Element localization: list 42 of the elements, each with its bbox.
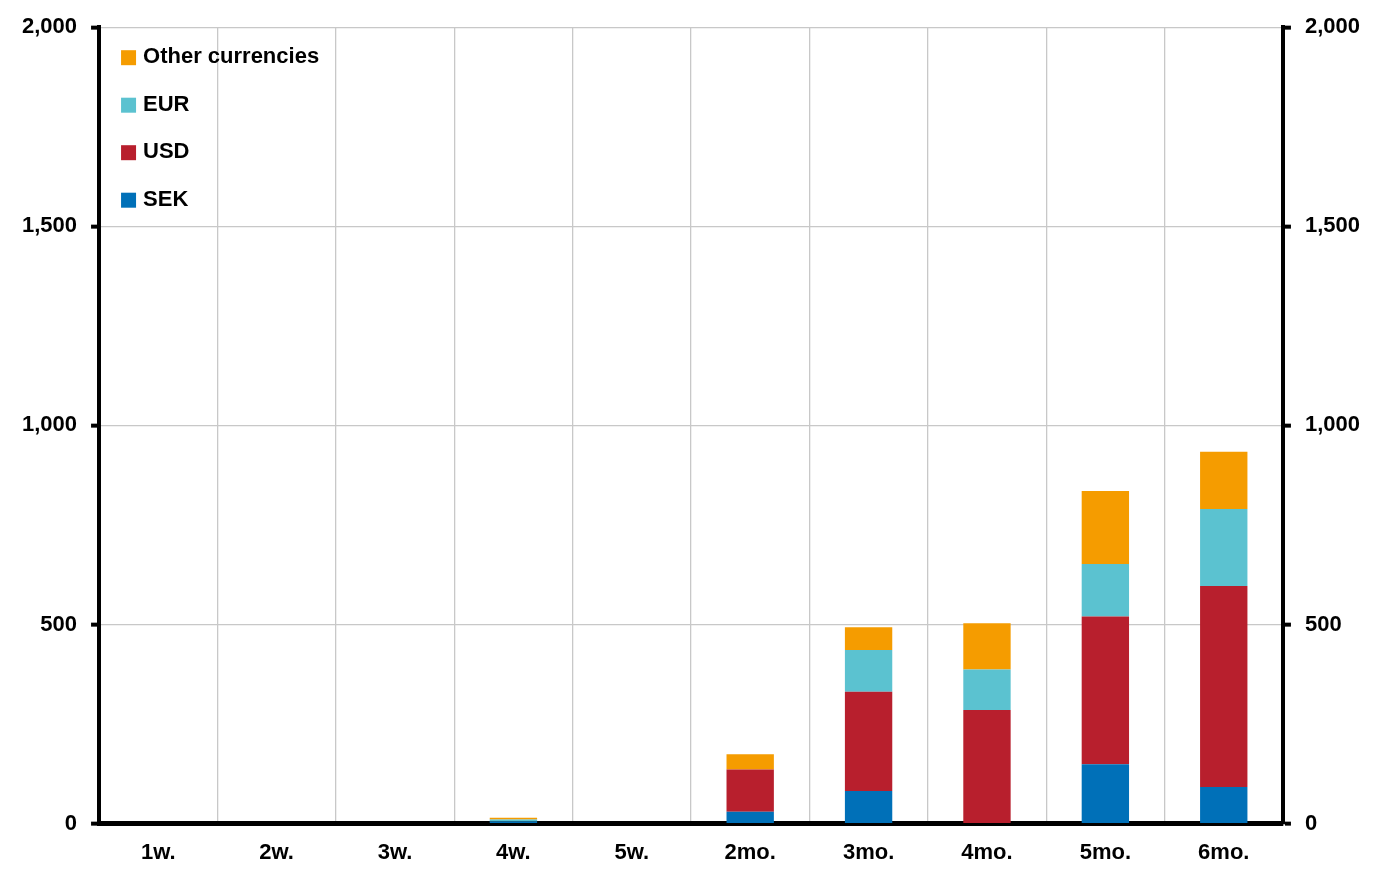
bar	[844, 649, 893, 692]
bar	[844, 790, 893, 823]
bar	[1200, 509, 1248, 586]
y2-tick-label: 500	[1304, 610, 1342, 636]
x-tick-label: 4w.	[496, 838, 531, 864]
x-tick-label: 3mo.	[842, 838, 895, 864]
x-tick-label: 5w.	[614, 838, 650, 864]
x-tick-label: 6mo.	[1198, 838, 1250, 864]
bar	[844, 627, 893, 650]
y2-tick-label: 1,000	[1304, 411, 1361, 437]
bar	[726, 811, 774, 823]
legend-label: Other currencies	[143, 43, 320, 69]
y2-tick-label: 1,500	[1304, 212, 1361, 238]
y2-tick-label: 0	[1304, 809, 1318, 835]
bar	[1081, 616, 1130, 765]
y-tick-label: 1,500	[21, 212, 78, 238]
y-tick-label: 500	[40, 610, 78, 636]
x-tick-label: 4mo.	[961, 838, 1013, 864]
bar	[963, 710, 1011, 823]
y-tick-label: 2,000	[21, 13, 78, 39]
bar	[726, 769, 774, 812]
bar	[726, 754, 774, 770]
legend-label: USD	[143, 138, 190, 164]
x-tick-label: 2w.	[259, 838, 294, 864]
x-tick-label: 1w.	[140, 838, 176, 864]
bar	[1200, 585, 1248, 787]
bar	[963, 669, 1011, 711]
x-tick-label: 2mo.	[724, 838, 776, 864]
bar	[1081, 563, 1130, 617]
bar	[844, 691, 893, 791]
y2-tick-label: 2,000	[1304, 13, 1361, 39]
legend-label: EUR	[143, 90, 190, 116]
x-tick-label: 3w.	[377, 838, 413, 864]
y-tick-label: 1,000	[21, 411, 78, 437]
bar	[1081, 764, 1130, 823]
x-tick-label: 5mo.	[1079, 838, 1132, 864]
bar	[1200, 786, 1248, 823]
bar	[963, 623, 1011, 670]
bar	[1200, 451, 1248, 510]
y-tick-label: 0	[64, 809, 78, 835]
legend-label: SEK	[143, 185, 189, 211]
bar	[1081, 491, 1130, 564]
